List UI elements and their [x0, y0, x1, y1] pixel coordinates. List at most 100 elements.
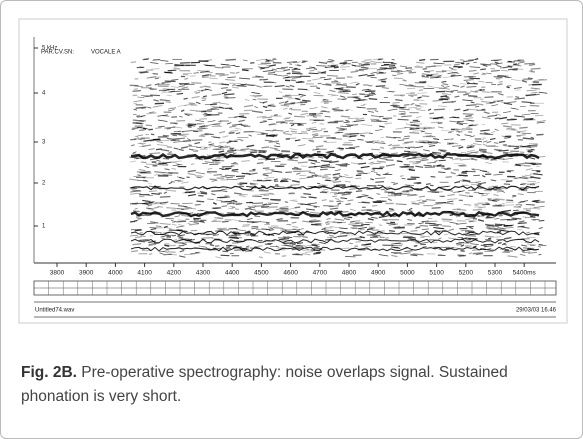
spectrogram-stroke	[211, 238, 223, 240]
spectrogram-stroke	[129, 156, 139, 159]
spectrogram-stroke	[421, 228, 429, 231]
spectrogram-stroke	[320, 71, 327, 74]
spectrogram-stroke	[450, 137, 454, 141]
spectrogram-stroke	[301, 61, 306, 64]
spectrogram-stroke	[234, 248, 246, 251]
spectrogram-stroke	[507, 219, 517, 221]
spectrogram-stroke	[433, 246, 441, 249]
spectrogram-stroke	[309, 69, 315, 72]
spectrogram-stroke	[134, 229, 142, 232]
spectrogram-stroke	[360, 165, 370, 169]
spectrogram-stroke	[198, 127, 209, 130]
spectrogram-stroke	[391, 242, 401, 245]
spectrogram-stroke	[375, 85, 386, 87]
spectrogram-stroke	[228, 140, 238, 143]
spectrogram-stroke	[390, 70, 400, 73]
spectrogram-stroke	[173, 147, 179, 150]
spectrogram-stroke	[473, 143, 482, 146]
spectrogram-stroke	[279, 206, 289, 209]
spectrogram-stroke	[287, 97, 299, 100]
spectrogram-stroke	[133, 175, 142, 178]
spectrogram-stroke	[447, 71, 458, 74]
spectrogram-stroke	[259, 221, 270, 224]
spectrogram-stroke	[361, 201, 370, 204]
spectrogram-stroke	[419, 142, 430, 144]
spectrogram-stroke	[451, 100, 457, 103]
spectrogram-stroke	[362, 103, 367, 106]
spectrogram-stroke	[260, 193, 267, 196]
spectrogram-stroke	[149, 94, 160, 97]
spectrogram-stroke	[300, 112, 309, 116]
spectrogram-stroke	[375, 129, 383, 132]
spectrogram-stroke	[374, 232, 383, 235]
spectrogram-stroke	[334, 236, 339, 238]
spectrogram-stroke	[447, 198, 458, 200]
spectrogram-stroke	[366, 209, 374, 212]
spectrogram-stroke	[413, 156, 417, 159]
spectrogram-stroke	[287, 159, 299, 162]
spectrogram-stroke	[180, 146, 188, 149]
spectrogram-stroke	[314, 165, 322, 168]
spectrogram-stroke	[386, 222, 396, 225]
spectrogram-stroke	[475, 103, 484, 106]
spectrogram-stroke	[166, 94, 173, 97]
spectrogram-stroke	[449, 214, 454, 216]
spectrogram-stroke	[341, 193, 351, 196]
spectrogram-stroke	[178, 134, 187, 137]
spectrogram-stroke	[462, 180, 471, 183]
spectrogram-stroke	[371, 168, 376, 171]
spectrogram-stroke	[537, 245, 542, 248]
spectrogram-stroke	[294, 115, 305, 118]
x-label: 4200	[167, 270, 182, 277]
spectrogram-stroke	[349, 135, 357, 138]
spectrogram-stroke	[423, 70, 431, 73]
spectrogram-stroke	[366, 227, 373, 231]
spectrogram-stroke	[261, 146, 270, 149]
spectrogram-stroke	[187, 193, 196, 197]
spectrogram-stroke	[231, 86, 239, 89]
spectrogram-stroke	[370, 61, 381, 64]
spectrogram-stroke	[349, 208, 356, 211]
spectrogram-stroke	[428, 142, 438, 145]
spectrogram-stroke	[200, 146, 211, 149]
spectrogram-stroke	[368, 92, 377, 95]
spectrogram-stroke	[328, 120, 338, 123]
spectrogram-stroke	[460, 85, 465, 88]
spectrogram-stroke	[296, 242, 304, 245]
spectrogram-stroke	[187, 172, 196, 176]
spectrogram-stroke	[526, 89, 537, 92]
spectrogram-stroke	[481, 123, 486, 126]
spectrogram-stroke	[280, 104, 290, 107]
spectrogram-stroke	[152, 138, 161, 141]
spectrogram-stroke	[148, 148, 155, 150]
spectrogram-stroke	[513, 62, 518, 66]
spectrogram-stroke	[141, 144, 152, 148]
spectrogram-stroke	[505, 180, 513, 183]
spectrogram-stroke	[235, 149, 246, 152]
spectrogram-stroke	[327, 64, 339, 66]
spectrogram-stroke	[260, 184, 266, 188]
spectrogram-stroke	[235, 84, 247, 87]
spectrogram-stroke	[499, 66, 509, 69]
spectrogram-stroke	[490, 179, 497, 182]
spectrogram-stroke	[370, 76, 377, 79]
spectrogram-stroke	[333, 66, 339, 69]
spectrogram-stroke	[314, 173, 318, 176]
spectrogram-stroke	[177, 219, 187, 222]
spectrogram-stroke	[520, 183, 526, 185]
spectrogram-stroke	[517, 225, 525, 228]
spectrogram-stroke	[435, 201, 447, 204]
y-label: 5 kHz	[42, 46, 57, 52]
spectrogram-stroke	[224, 174, 236, 177]
spectrogram-stroke	[410, 124, 420, 127]
spectrogram-stroke	[131, 126, 143, 129]
spectrogram-stroke	[474, 151, 478, 155]
spectrogram-stroke	[486, 214, 491, 218]
spectrogram-stroke	[380, 146, 385, 149]
spectrogram-stroke	[407, 168, 413, 171]
spectrogram-stroke	[393, 252, 401, 255]
spectrogram-stroke	[387, 191, 394, 194]
spectrogram-stroke	[442, 83, 449, 86]
spectrogram-stroke	[388, 144, 393, 146]
spectrogram-stroke	[145, 84, 152, 87]
